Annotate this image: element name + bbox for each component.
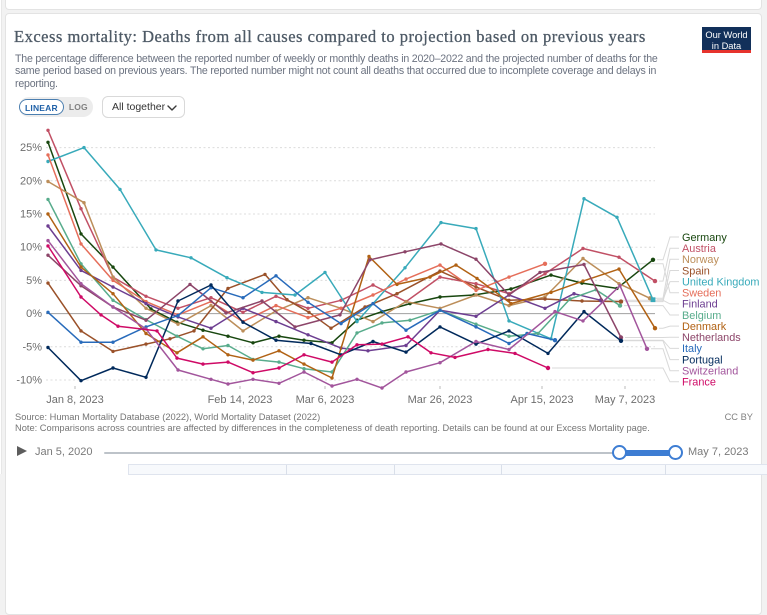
svg-text:25%: 25%: [20, 142, 42, 154]
svg-text:Jan 8, 2023: Jan 8, 2023: [46, 394, 104, 406]
svg-text:15%: 15%: [20, 209, 42, 221]
svg-text:Sweden: Sweden: [682, 288, 721, 300]
svg-text:-10%: -10%: [16, 375, 42, 387]
svg-text:Belgium: Belgium: [682, 310, 721, 322]
svg-text:Feb 14, 2023: Feb 14, 2023: [208, 394, 273, 406]
svg-text:Germany: Germany: [682, 232, 727, 244]
svg-text:France: France: [682, 377, 716, 389]
svg-text:20%: 20%: [20, 175, 42, 187]
svg-text:Austria: Austria: [682, 243, 717, 255]
svg-text:Italy: Italy: [682, 343, 703, 355]
svg-text:Finland: Finland: [682, 299, 718, 311]
svg-text:Spain: Spain: [682, 265, 710, 277]
svg-text:May 7, 2023: May 7, 2023: [595, 394, 656, 406]
svg-text:10%: 10%: [20, 242, 42, 254]
svg-text:Apr 15, 2023: Apr 15, 2023: [511, 394, 574, 406]
svg-text:-5%: -5%: [22, 341, 42, 353]
svg-text:Norway: Norway: [682, 254, 719, 266]
svg-text:United Kingdom: United Kingdom: [682, 276, 760, 288]
svg-text:5%: 5%: [26, 275, 42, 287]
svg-text:Denmark: Denmark: [682, 321, 727, 333]
svg-text:0%: 0%: [26, 308, 42, 320]
svg-text:Mar 6, 2023: Mar 6, 2023: [296, 394, 355, 406]
svg-text:Portugal: Portugal: [682, 354, 723, 366]
svg-text:Netherlands: Netherlands: [682, 332, 741, 344]
svg-text:Switzerland: Switzerland: [682, 366, 738, 378]
svg-text:Mar 26, 2023: Mar 26, 2023: [408, 394, 473, 406]
